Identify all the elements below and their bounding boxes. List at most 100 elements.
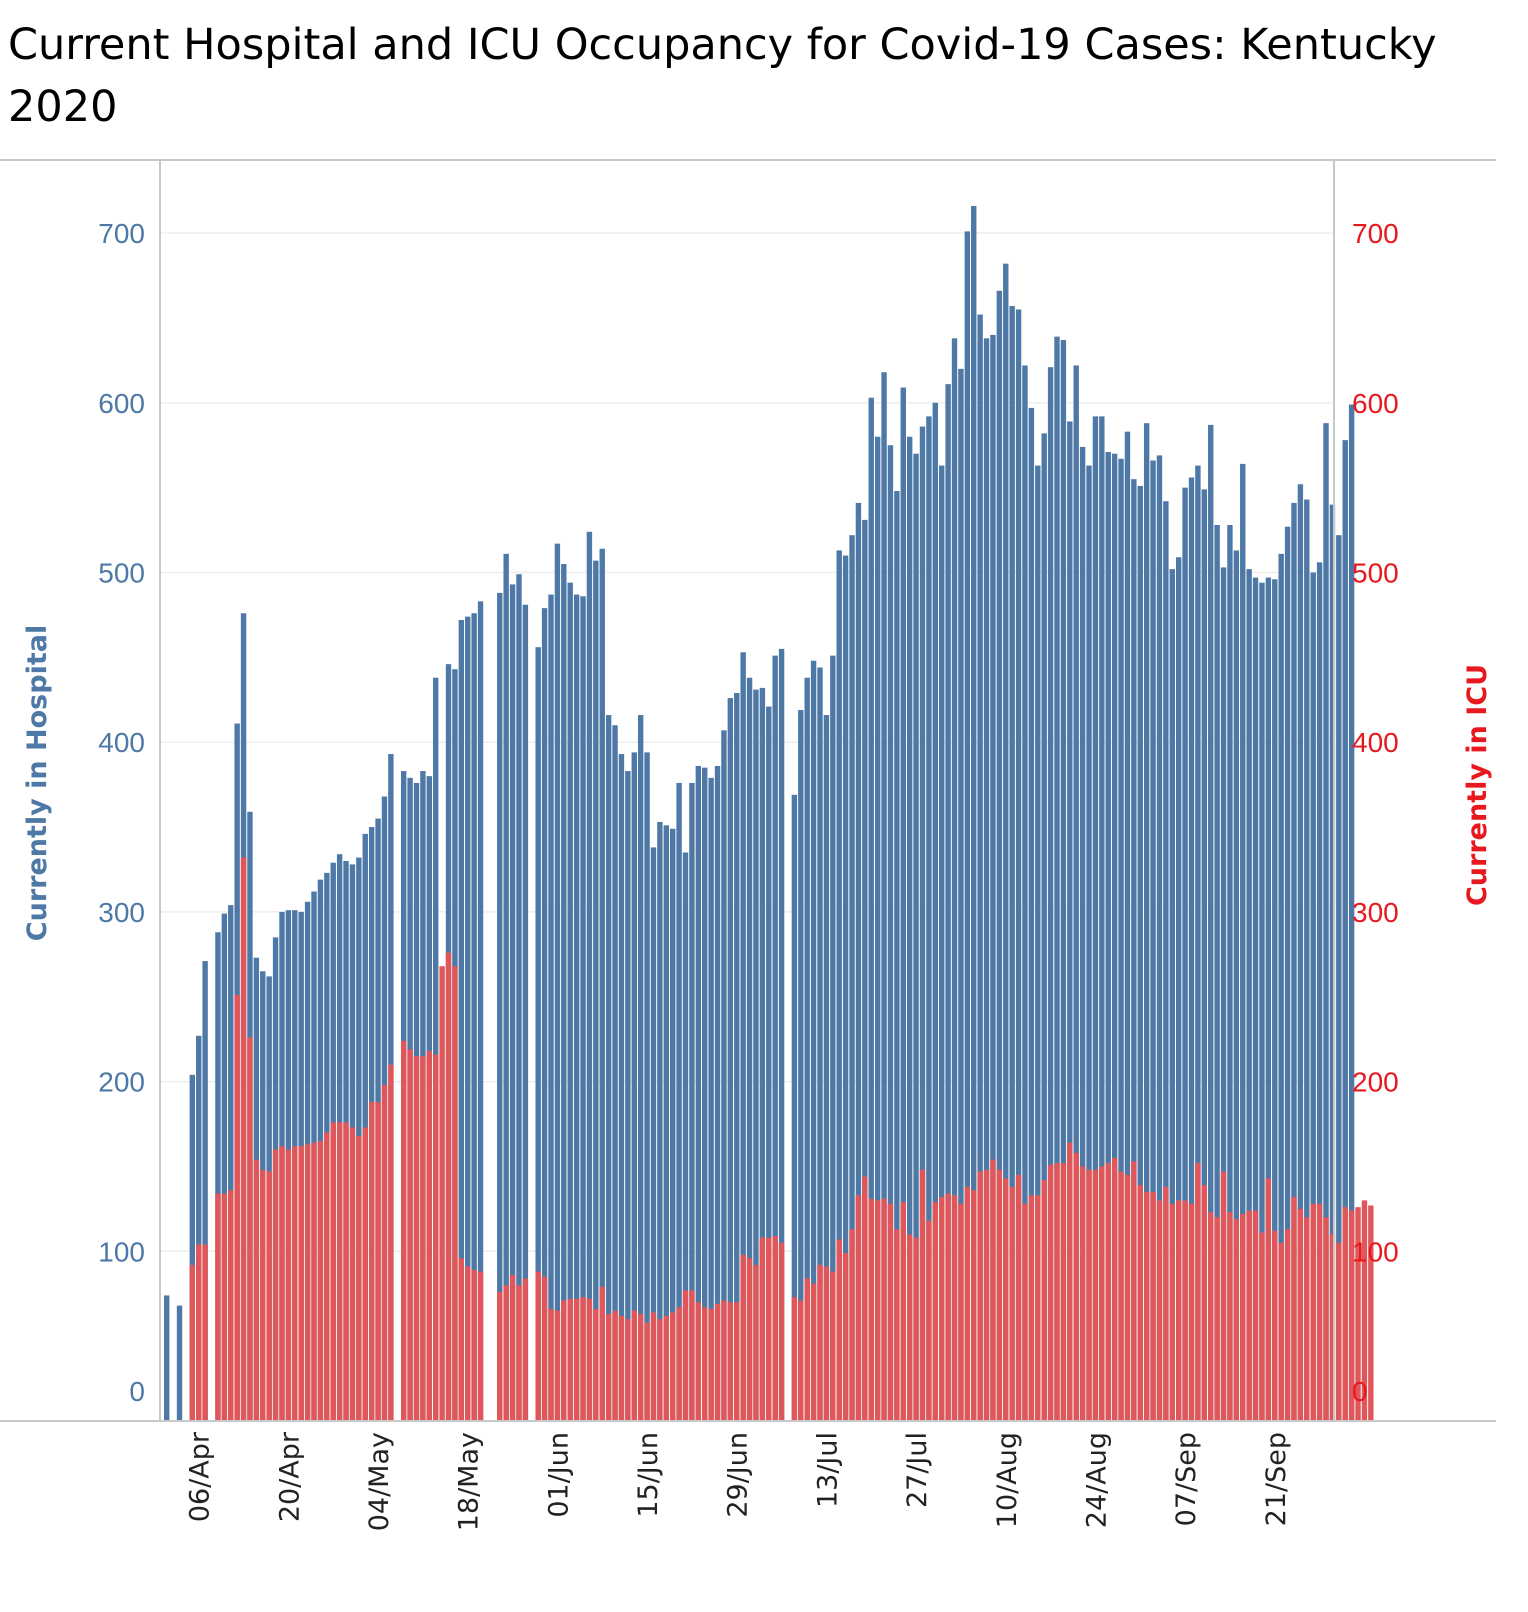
hospital-bar [1291,502,1297,1421]
hospital-bar [612,725,618,1421]
hospital-bar [1067,421,1073,1422]
icu-bar [650,1312,657,1421]
x-tick-label: 27/Jul [902,1432,933,1508]
icu-bar [1035,1195,1041,1421]
hospital-bar [1284,526,1291,1421]
hospital-bar [631,752,637,1421]
icu-bar [919,1169,926,1421]
hospital-bar [817,667,823,1421]
icu-bar [497,1292,503,1421]
icu-bar [830,1271,836,1421]
icu-bar [913,1237,919,1421]
icu-bar [196,1244,202,1421]
left-tick-label: 400 [98,727,145,758]
icu-bar [727,1302,734,1421]
icu-bar [1067,1142,1073,1421]
hospital-bar [1233,550,1240,1421]
icu-bar [759,1237,766,1421]
hospital-bar [1047,367,1054,1421]
hospital-bar [753,689,759,1421]
x-tick-label: 04/May [364,1432,395,1531]
hospital-bar [945,384,951,1421]
hospital-bar [1220,567,1227,1421]
hospital-bar [580,596,586,1421]
icu-bar [1336,1242,1342,1421]
hospital-bar [618,754,625,1421]
hospital-bar [1188,477,1195,1422]
hospital-bar [1009,306,1015,1421]
icu-bar [458,1258,465,1421]
hospital-bar [682,852,689,1421]
hospital-bar [637,715,644,1421]
icu-bar [599,1286,605,1421]
hospital-bar [1246,569,1252,1421]
icu-bar [734,1302,740,1421]
hospital-bar [1079,446,1086,1421]
icu-bar [362,1127,368,1421]
icu-bar [714,1303,721,1421]
hospital-bar [868,397,874,1422]
icu-bar [670,1312,676,1421]
icu-bar [445,952,452,1421]
hospital-bar [522,604,529,1421]
icu-bar [1195,1163,1201,1421]
hospital-bar [561,564,567,1421]
icu-bar [1355,1207,1361,1421]
hospital-bar [689,782,695,1421]
icu-bar [503,1285,509,1421]
hospital-bar [932,402,938,1421]
hospital-bar [644,752,650,1421]
icu-bar [798,1300,804,1421]
icu-bar [887,1203,894,1421]
hospital-bar [670,828,676,1421]
icu-bar [1015,1174,1022,1421]
hospital-bar [849,535,855,1421]
hospital-bar [1163,501,1169,1422]
icu-bar [1252,1210,1259,1421]
icu-bar [1265,1178,1272,1421]
x-tick-label: 24/Aug [1081,1432,1112,1528]
hospital-bar [721,730,727,1421]
hospital-bar [567,582,573,1421]
hospital-bar [1227,524,1233,1421]
icu-bar [1278,1242,1284,1421]
right-tick-label: 300 [1352,897,1399,928]
hospital-bar [1278,553,1284,1421]
icu-bar [202,1244,208,1421]
right-tick-label: 100 [1352,1236,1399,1267]
hospital-bar [164,1295,170,1421]
icu-bar [657,1319,663,1421]
icu-bar [849,1229,855,1421]
hospital-bar [990,334,996,1421]
hospital-bar [1175,557,1182,1421]
icu-bar [548,1309,554,1421]
icu-bar [983,1169,990,1421]
hospital-bar [215,932,221,1421]
icu-bar [612,1310,618,1421]
icu-bar [971,1190,977,1421]
hospital-bar [971,205,977,1422]
icu-bar [977,1171,983,1421]
icu-bar [1323,1217,1329,1421]
hospital-bar [708,777,714,1421]
hospital-bar [919,426,926,1421]
icu-bar [1246,1210,1252,1421]
icu-bar [868,1198,874,1421]
icu-bar [951,1195,958,1421]
hospital-bar [964,231,971,1421]
icu-bar [1361,1200,1368,1421]
hospital-bar [593,560,599,1421]
icu-bar [631,1310,637,1421]
icu-bar [266,1171,272,1421]
left-tick-label: 500 [98,558,145,589]
icu-bar [388,1064,394,1421]
icu-bar [285,1149,292,1421]
icu-bar [1124,1174,1131,1421]
icu-bar [330,1122,336,1421]
hospital-bar [746,677,753,1421]
hospital-bar [1015,309,1022,1422]
hospital-bar [842,555,849,1421]
icu-bar [964,1186,971,1421]
hospital-bar [881,372,887,1421]
